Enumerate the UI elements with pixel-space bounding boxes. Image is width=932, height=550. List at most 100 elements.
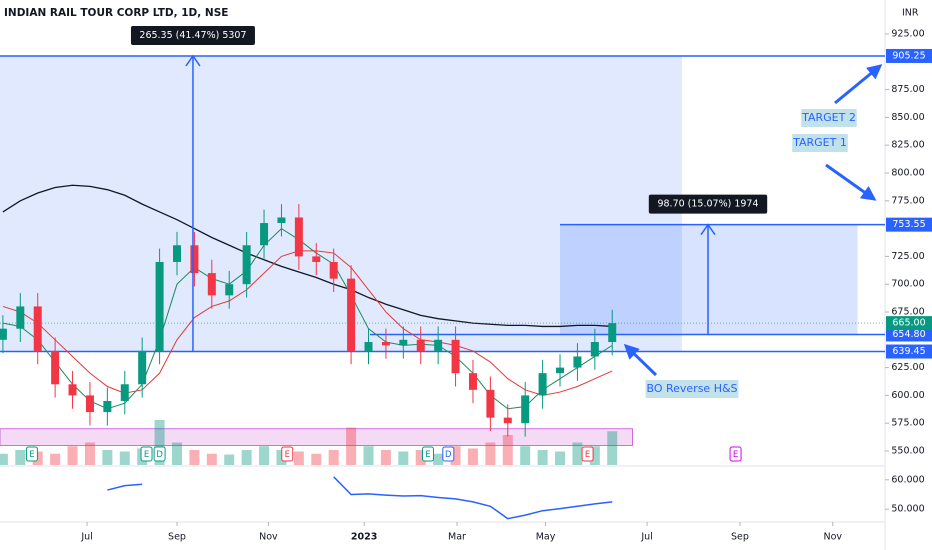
volume-bar (15, 450, 26, 465)
candle-body (486, 389, 495, 418)
level-label: 753.55 (892, 219, 925, 230)
volume-bar (502, 435, 513, 465)
y-tick-label: 575.00 (891, 418, 924, 429)
candle-body (260, 223, 269, 246)
level-label: 654.80 (892, 329, 925, 340)
y-tick-label: 825.00 (891, 140, 924, 151)
volume-bar (607, 431, 618, 465)
level-badge (886, 344, 932, 359)
event-label: E (733, 450, 738, 460)
candle-body (0, 328, 7, 340)
y-tick-label: 875.00 (891, 84, 924, 95)
last-price-badge (886, 316, 932, 331)
volume-bar (84, 442, 95, 465)
level-badge (886, 217, 932, 232)
measure-arrowhead (700, 223, 716, 236)
candle-body (190, 245, 199, 274)
event-marker (442, 446, 455, 462)
y-tick-label: 625.00 (891, 362, 924, 373)
candle-body (329, 261, 338, 279)
volume-bar (50, 453, 61, 465)
event-label: D (156, 450, 163, 460)
volume-bar (293, 451, 304, 465)
x-tick-label: Jul (640, 532, 652, 543)
volume-bar (311, 453, 322, 465)
candle-body (538, 373, 547, 396)
volume-bar (102, 450, 113, 465)
volume-bar (450, 446, 461, 465)
candle-body (399, 339, 408, 346)
measure-label: 98.70 (15.07%) 1974 (657, 199, 758, 210)
zone (0, 55, 682, 352)
candle-body (364, 342, 373, 351)
volume-bar (206, 453, 217, 465)
event-label: E (144, 450, 149, 460)
candle-body (434, 339, 443, 351)
event-label: E (585, 450, 590, 460)
y-tick-label: 675.00 (891, 307, 924, 318)
volume-bar (467, 448, 478, 465)
annotation-box (792, 134, 848, 152)
target-arrow (825, 163, 877, 201)
annotation-box (801, 109, 857, 127)
last-price-label: 665.00 (892, 318, 925, 329)
candle-body (347, 278, 356, 351)
measure-label-box (130, 25, 255, 45)
event-marker (729, 446, 742, 462)
y-tick-label: 600.00 (891, 390, 924, 401)
volume-bar (572, 442, 583, 465)
volume-bar (0, 453, 8, 465)
candle-body (33, 306, 42, 351)
volume-bar (555, 451, 566, 465)
candle-body (85, 395, 94, 413)
candle-body (468, 373, 477, 390)
volume-bar (380, 450, 391, 465)
indicator-tick-label: 50.000 (891, 504, 924, 515)
indicator-tick-label: 60.000 (891, 474, 924, 485)
event-marker (153, 446, 166, 462)
volume-bar (589, 446, 600, 465)
chart-title: INDIAN RAIL TOUR CORP LTD, 1D, NSE (4, 7, 228, 19)
volume-bar (328, 450, 339, 465)
event-label: E (29, 450, 34, 460)
y-tick-label: 700.00 (891, 279, 924, 290)
volume-bar (363, 446, 374, 465)
volume-bar (259, 446, 270, 465)
measure-label: 265.35 (41.47%) 5307 (139, 30, 246, 41)
annotation: BO Reverse H&S (646, 382, 737, 395)
candle-body (68, 384, 77, 396)
volume-bar (485, 442, 496, 465)
candle-body (51, 350, 60, 385)
event-marker (421, 446, 434, 462)
candle-body (451, 339, 460, 374)
candle-body (590, 342, 599, 357)
candle-body (312, 256, 321, 262)
currency: INR (902, 8, 919, 19)
y-tick-label: 775.00 (891, 195, 924, 206)
x-tick-label: May (536, 532, 556, 543)
volume-bar (172, 442, 182, 465)
measure-arrowhead (185, 54, 201, 67)
annotation: TARGET 2 (801, 111, 856, 124)
x-tick-label: Nov (823, 532, 842, 543)
y-tick-label: 850.00 (891, 112, 924, 123)
candle-body (294, 217, 303, 257)
event-marker (281, 446, 294, 462)
candle-body (242, 245, 251, 285)
candle-body (608, 323, 617, 343)
volume-bar (154, 420, 165, 465)
level-label: 639.45 (892, 346, 925, 357)
volume-bar (537, 450, 548, 465)
y-tick-label: 800.00 (891, 168, 924, 179)
volume-bar (346, 427, 357, 465)
candle-body (277, 217, 286, 224)
candle-body (16, 306, 25, 329)
y-tick-label: 925.00 (891, 29, 924, 40)
x-tick-label: Sep (168, 532, 186, 543)
candle-body (138, 350, 147, 385)
volume-bar (224, 454, 235, 465)
moving-average (2, 250, 613, 396)
candle-body (416, 339, 425, 351)
level-label: 905.25 (892, 50, 925, 61)
target-arrow (834, 64, 883, 105)
